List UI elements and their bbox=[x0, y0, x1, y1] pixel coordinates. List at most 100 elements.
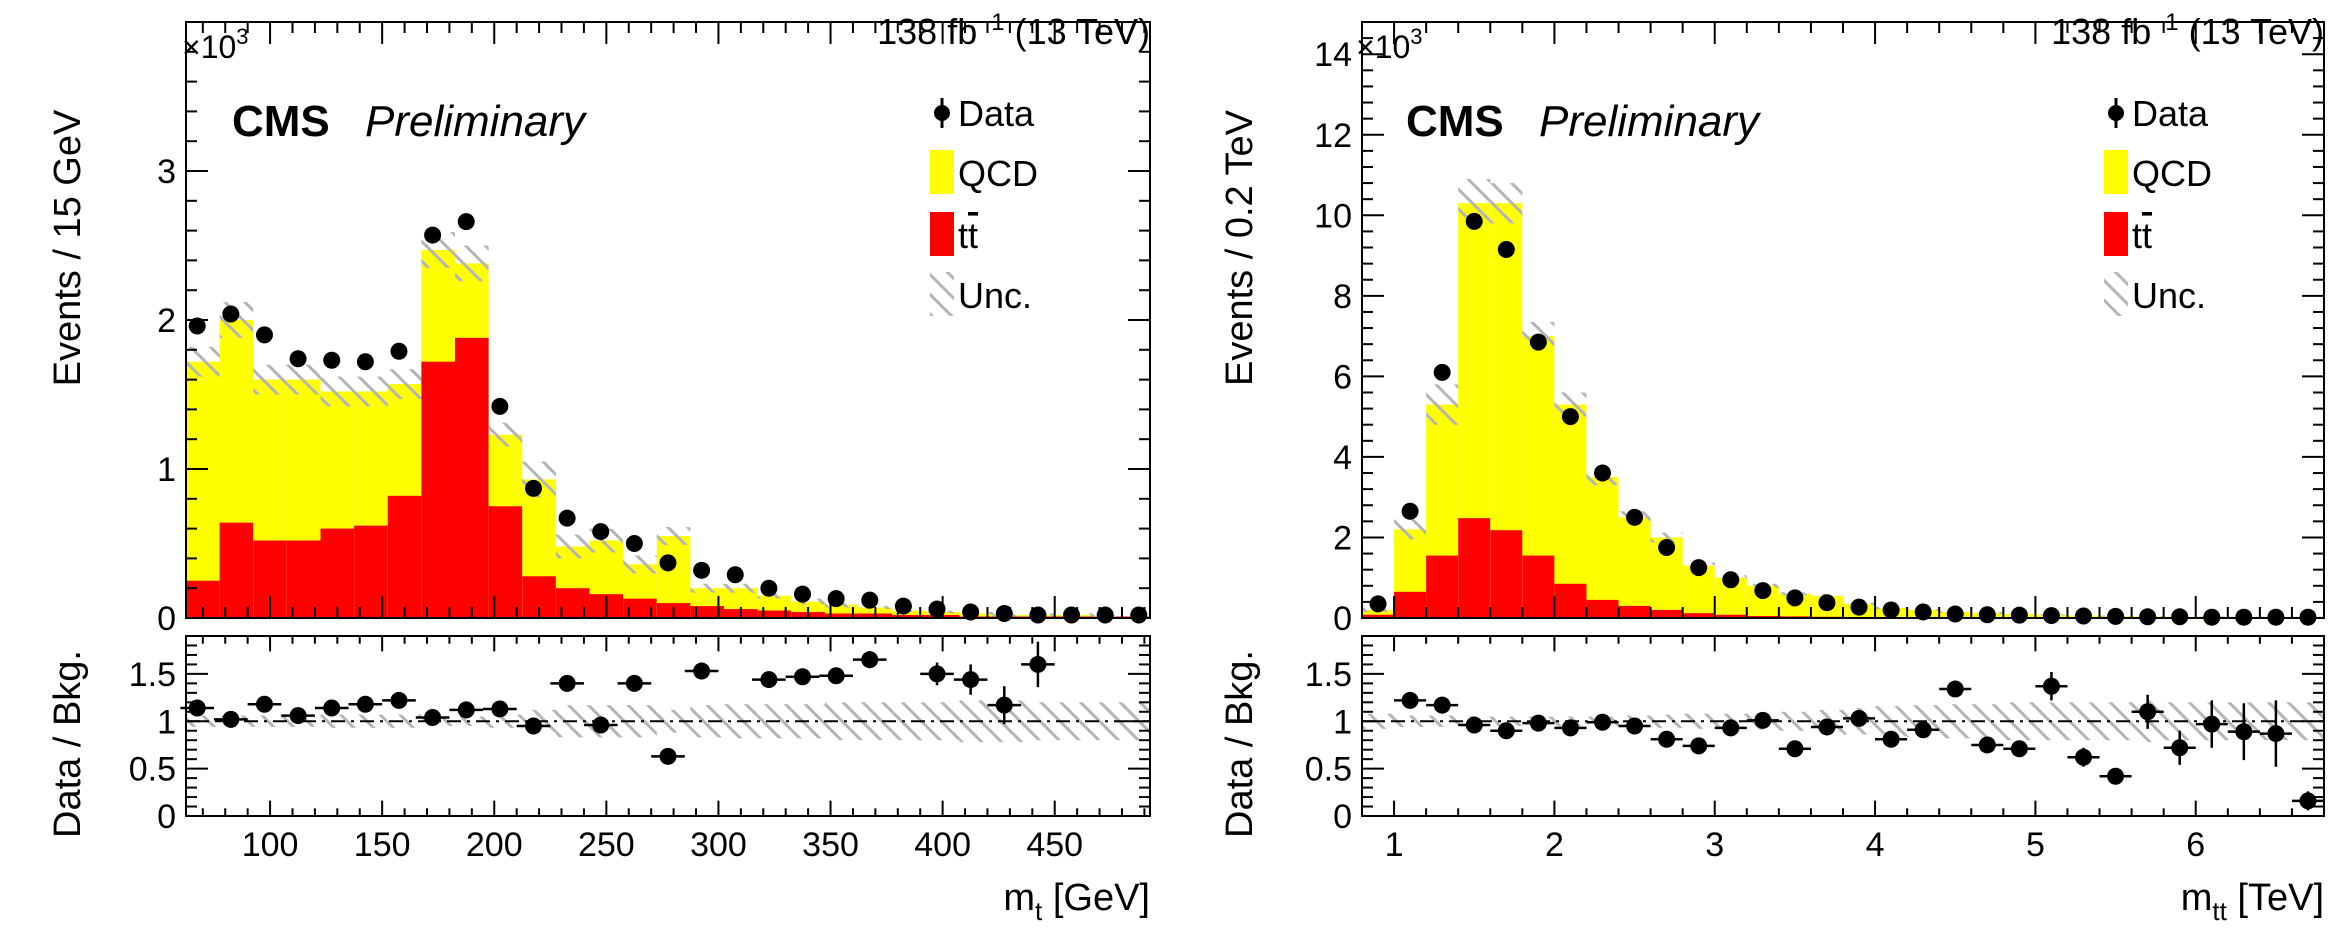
ratio-point bbox=[1433, 696, 1451, 714]
ratio-point bbox=[592, 716, 610, 734]
legend-data-label: Data bbox=[2132, 93, 2209, 134]
ratio-unc-bin bbox=[387, 714, 422, 728]
y-tick-label: 2 bbox=[157, 302, 176, 340]
ttbar-bar bbox=[1618, 605, 1651, 618]
ttbar-bar bbox=[1746, 615, 1779, 618]
data-point bbox=[491, 397, 509, 415]
x-tick-label: 400 bbox=[914, 826, 971, 864]
ratio-point bbox=[2235, 723, 2253, 741]
data-point bbox=[1561, 408, 1579, 426]
legend-ttbar-label: tt bbox=[958, 215, 978, 256]
ratio-y-tick-label: 0 bbox=[157, 798, 176, 836]
x-tick-label: 3 bbox=[1705, 826, 1724, 864]
left-ratio-points bbox=[180, 641, 1055, 765]
right-ratio-points bbox=[1394, 672, 2324, 811]
ttbar-bar bbox=[286, 540, 321, 618]
data-point bbox=[1594, 464, 1611, 482]
legend-ttbar-label: tt bbox=[2132, 215, 2152, 256]
ttbar-bar bbox=[1458, 518, 1491, 618]
data-point bbox=[1401, 502, 1419, 520]
y-tick-label: 2 bbox=[1333, 519, 1352, 557]
unc-bin bbox=[1426, 384, 1459, 425]
legend-qcd-label: QCD bbox=[2132, 153, 2212, 194]
right-ratio-y-axis-title: Data / Bkg. bbox=[1219, 650, 1261, 838]
ratio-y-tick-label: 1 bbox=[1333, 703, 1352, 741]
ratio-point bbox=[491, 700, 509, 718]
ratio-point bbox=[2267, 725, 2285, 743]
right-x-axis-title: mtt [TeV] bbox=[2181, 877, 2324, 926]
ratio-point bbox=[1658, 730, 1676, 748]
ratio-unc-bin bbox=[1394, 715, 1427, 727]
left-multiplier: ×103 bbox=[182, 24, 249, 65]
ttbar-bar bbox=[1362, 614, 1395, 618]
unc-bin bbox=[1490, 183, 1523, 224]
ratio-frame bbox=[185, 635, 1151, 817]
ttbar-bar bbox=[1522, 555, 1555, 618]
data-point bbox=[2042, 607, 2060, 625]
ratio-point bbox=[1626, 717, 1644, 735]
data-point bbox=[1754, 582, 1772, 600]
ratio-unc-bin bbox=[1682, 713, 1715, 729]
data-point bbox=[1497, 241, 1515, 259]
unc-bin bbox=[757, 592, 792, 599]
ttbar-bar bbox=[824, 613, 859, 618]
y-tick-label: 14 bbox=[1314, 36, 1352, 74]
data-point bbox=[794, 585, 812, 603]
data-point bbox=[558, 509, 576, 527]
ttbar-bar bbox=[320, 528, 355, 618]
x-tick-label: 1 bbox=[1385, 826, 1404, 864]
ttbar-bar bbox=[1426, 555, 1459, 618]
ratio-point bbox=[222, 710, 240, 728]
unc-bin bbox=[488, 422, 523, 447]
data-point bbox=[255, 326, 273, 344]
qcd-bar bbox=[892, 610, 926, 618]
unc-bin bbox=[623, 555, 657, 574]
legend-ttbar-swatch bbox=[930, 212, 954, 256]
legend-qcd-label: QCD bbox=[958, 153, 1038, 194]
data-point bbox=[457, 213, 475, 231]
ratio-unc-bin bbox=[253, 715, 287, 727]
x-tick-label: 100 bbox=[242, 826, 299, 864]
ratio-point bbox=[962, 671, 980, 689]
ratio-y-tick-label: 0.5 bbox=[129, 751, 176, 789]
data-point bbox=[2010, 606, 2028, 624]
data-point bbox=[1369, 595, 1387, 613]
right-preliminary-label: Preliminary bbox=[1539, 97, 1762, 146]
unc-bin bbox=[286, 364, 321, 395]
data-point bbox=[424, 226, 442, 244]
data-point bbox=[390, 342, 408, 360]
data-point bbox=[289, 350, 307, 368]
ttbar-bar bbox=[421, 361, 456, 618]
qcd-bar bbox=[1618, 517, 1651, 618]
right-cms-label: CMS bbox=[1406, 97, 1504, 146]
ratio-frame bbox=[1361, 635, 2325, 817]
ttbar-bar bbox=[892, 615, 926, 618]
ttbar-bar bbox=[1394, 591, 1427, 618]
ratio-unc-bin bbox=[1778, 711, 1811, 731]
left-stack bbox=[186, 249, 1150, 618]
data-point bbox=[592, 523, 610, 541]
data-point bbox=[1063, 606, 1081, 624]
data-point bbox=[1850, 598, 1868, 616]
ratio-point bbox=[827, 667, 845, 685]
unc-bin bbox=[1650, 532, 1683, 543]
data-point bbox=[323, 351, 341, 369]
ratio-point bbox=[2139, 703, 2157, 721]
ratio-point bbox=[1029, 655, 1047, 673]
ratio-point bbox=[558, 674, 576, 692]
ratio-point bbox=[659, 747, 677, 765]
right-stack bbox=[1362, 203, 2324, 618]
unc-bin bbox=[253, 364, 287, 395]
ratio-point bbox=[794, 668, 812, 686]
data-point bbox=[827, 590, 845, 608]
right-multiplier: ×103 bbox=[1356, 24, 1423, 65]
ttbar-bar bbox=[757, 610, 792, 618]
ratio-point bbox=[1594, 713, 1611, 731]
data-point bbox=[928, 600, 946, 618]
ratio-point bbox=[1978, 736, 1996, 754]
data-point bbox=[1465, 212, 1483, 230]
ratio-unc-bin bbox=[656, 709, 691, 733]
data-point bbox=[2171, 608, 2189, 626]
ttbar-bar bbox=[1554, 583, 1587, 618]
y-tick-label: 6 bbox=[1333, 358, 1352, 396]
